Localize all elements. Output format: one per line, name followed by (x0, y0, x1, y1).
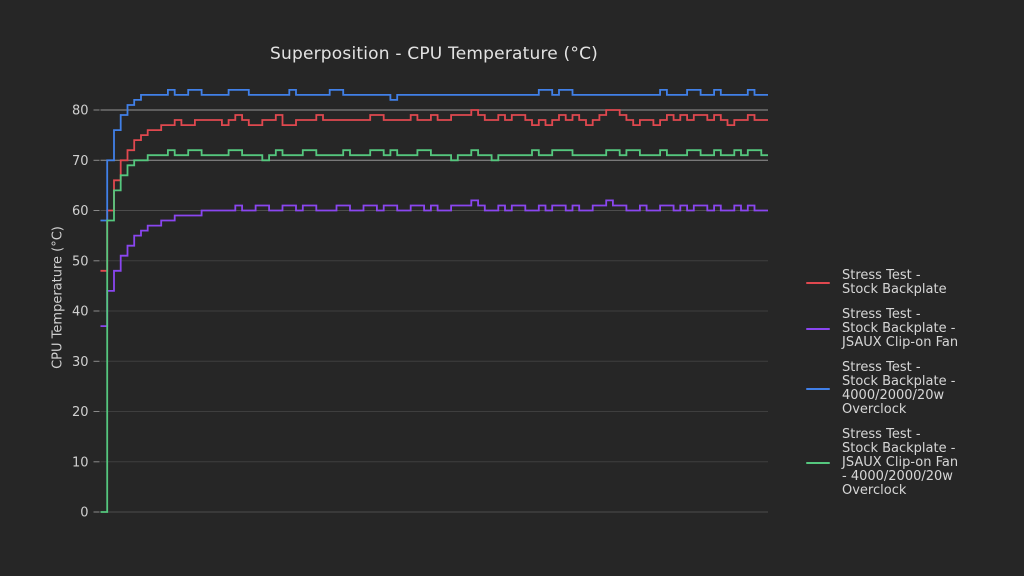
y-tick-label-40: 40 (72, 305, 89, 320)
legend-item-1: Stress Test - Stock Backplate - JSAUX Cl… (806, 308, 1022, 350)
y-tick-label-60: 60 (72, 204, 89, 219)
legend-line-swatch (806, 282, 830, 284)
legend-line-swatch (806, 328, 830, 330)
y-tick-label-10: 10 (72, 455, 89, 470)
legend-item-2: Stress Test - Stock Backplate - 4000/200… (806, 361, 1022, 417)
legend-line-swatch (806, 388, 830, 390)
y-tick-label-70: 70 (72, 154, 89, 169)
legend-label: Stress Test - Stock Backplate - JSAUX Cl… (842, 307, 959, 350)
series-line-3 (100, 149, 768, 513)
legend-item-3: Stress Test - Stock Backplate - JSAUX Cl… (806, 428, 1022, 498)
legend-label: Stress Test - Stock Backplate - JSAUX Cl… (842, 427, 959, 498)
legend-label: Stress Test - Stock Backplate (842, 268, 947, 297)
y-tick-label-20: 20 (72, 405, 89, 420)
y-tick-label-50: 50 (72, 254, 89, 269)
y-tick-label-0: 0 (80, 506, 88, 521)
y-tick-label-30: 30 (72, 355, 89, 370)
legend-item-0: Stress Test - Stock Backplate (806, 269, 1022, 297)
chart-title: Superposition - CPU Temperature (°C) (270, 44, 598, 64)
legend-line-swatch (806, 462, 830, 464)
series-line-0 (100, 109, 768, 272)
series-line-2 (100, 89, 768, 222)
legend: Stress Test - Stock Backplate Stress Tes… (806, 269, 1022, 498)
series-line-1 (100, 199, 768, 327)
legend-label: Stress Test - Stock Backplate - 4000/200… (842, 360, 956, 417)
y-tick-label-80: 80 (72, 104, 89, 119)
